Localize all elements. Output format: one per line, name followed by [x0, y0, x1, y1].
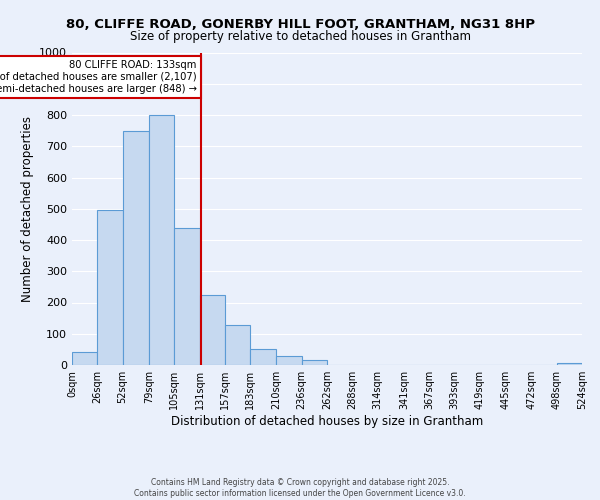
Bar: [302, 360, 327, 365]
Text: Contains HM Land Registry data © Crown copyright and database right 2025.
Contai: Contains HM Land Registry data © Crown c…: [134, 478, 466, 498]
Bar: [149, 115, 174, 365]
Bar: [557, 364, 582, 365]
Bar: [250, 349, 277, 365]
X-axis label: Distribution of detached houses by size in Grantham: Distribution of detached houses by size …: [171, 415, 483, 428]
Bar: [174, 228, 200, 365]
Text: 80, CLIFFE ROAD, GONERBY HILL FOOT, GRANTHAM, NG31 8HP: 80, CLIFFE ROAD, GONERBY HILL FOOT, GRAN…: [65, 18, 535, 30]
Bar: [97, 210, 122, 365]
Bar: [277, 356, 302, 365]
Bar: [122, 130, 149, 365]
Bar: [225, 325, 250, 365]
Text: 80 CLIFFE ROAD: 133sqm
← 71% of detached houses are smaller (2,107)
29% of semi-: 80 CLIFFE ROAD: 133sqm ← 71% of detached…: [0, 60, 197, 94]
Bar: [72, 352, 97, 365]
Text: Size of property relative to detached houses in Grantham: Size of property relative to detached ho…: [130, 30, 470, 43]
Bar: [199, 294, 225, 365]
Y-axis label: Number of detached properties: Number of detached properties: [20, 116, 34, 302]
